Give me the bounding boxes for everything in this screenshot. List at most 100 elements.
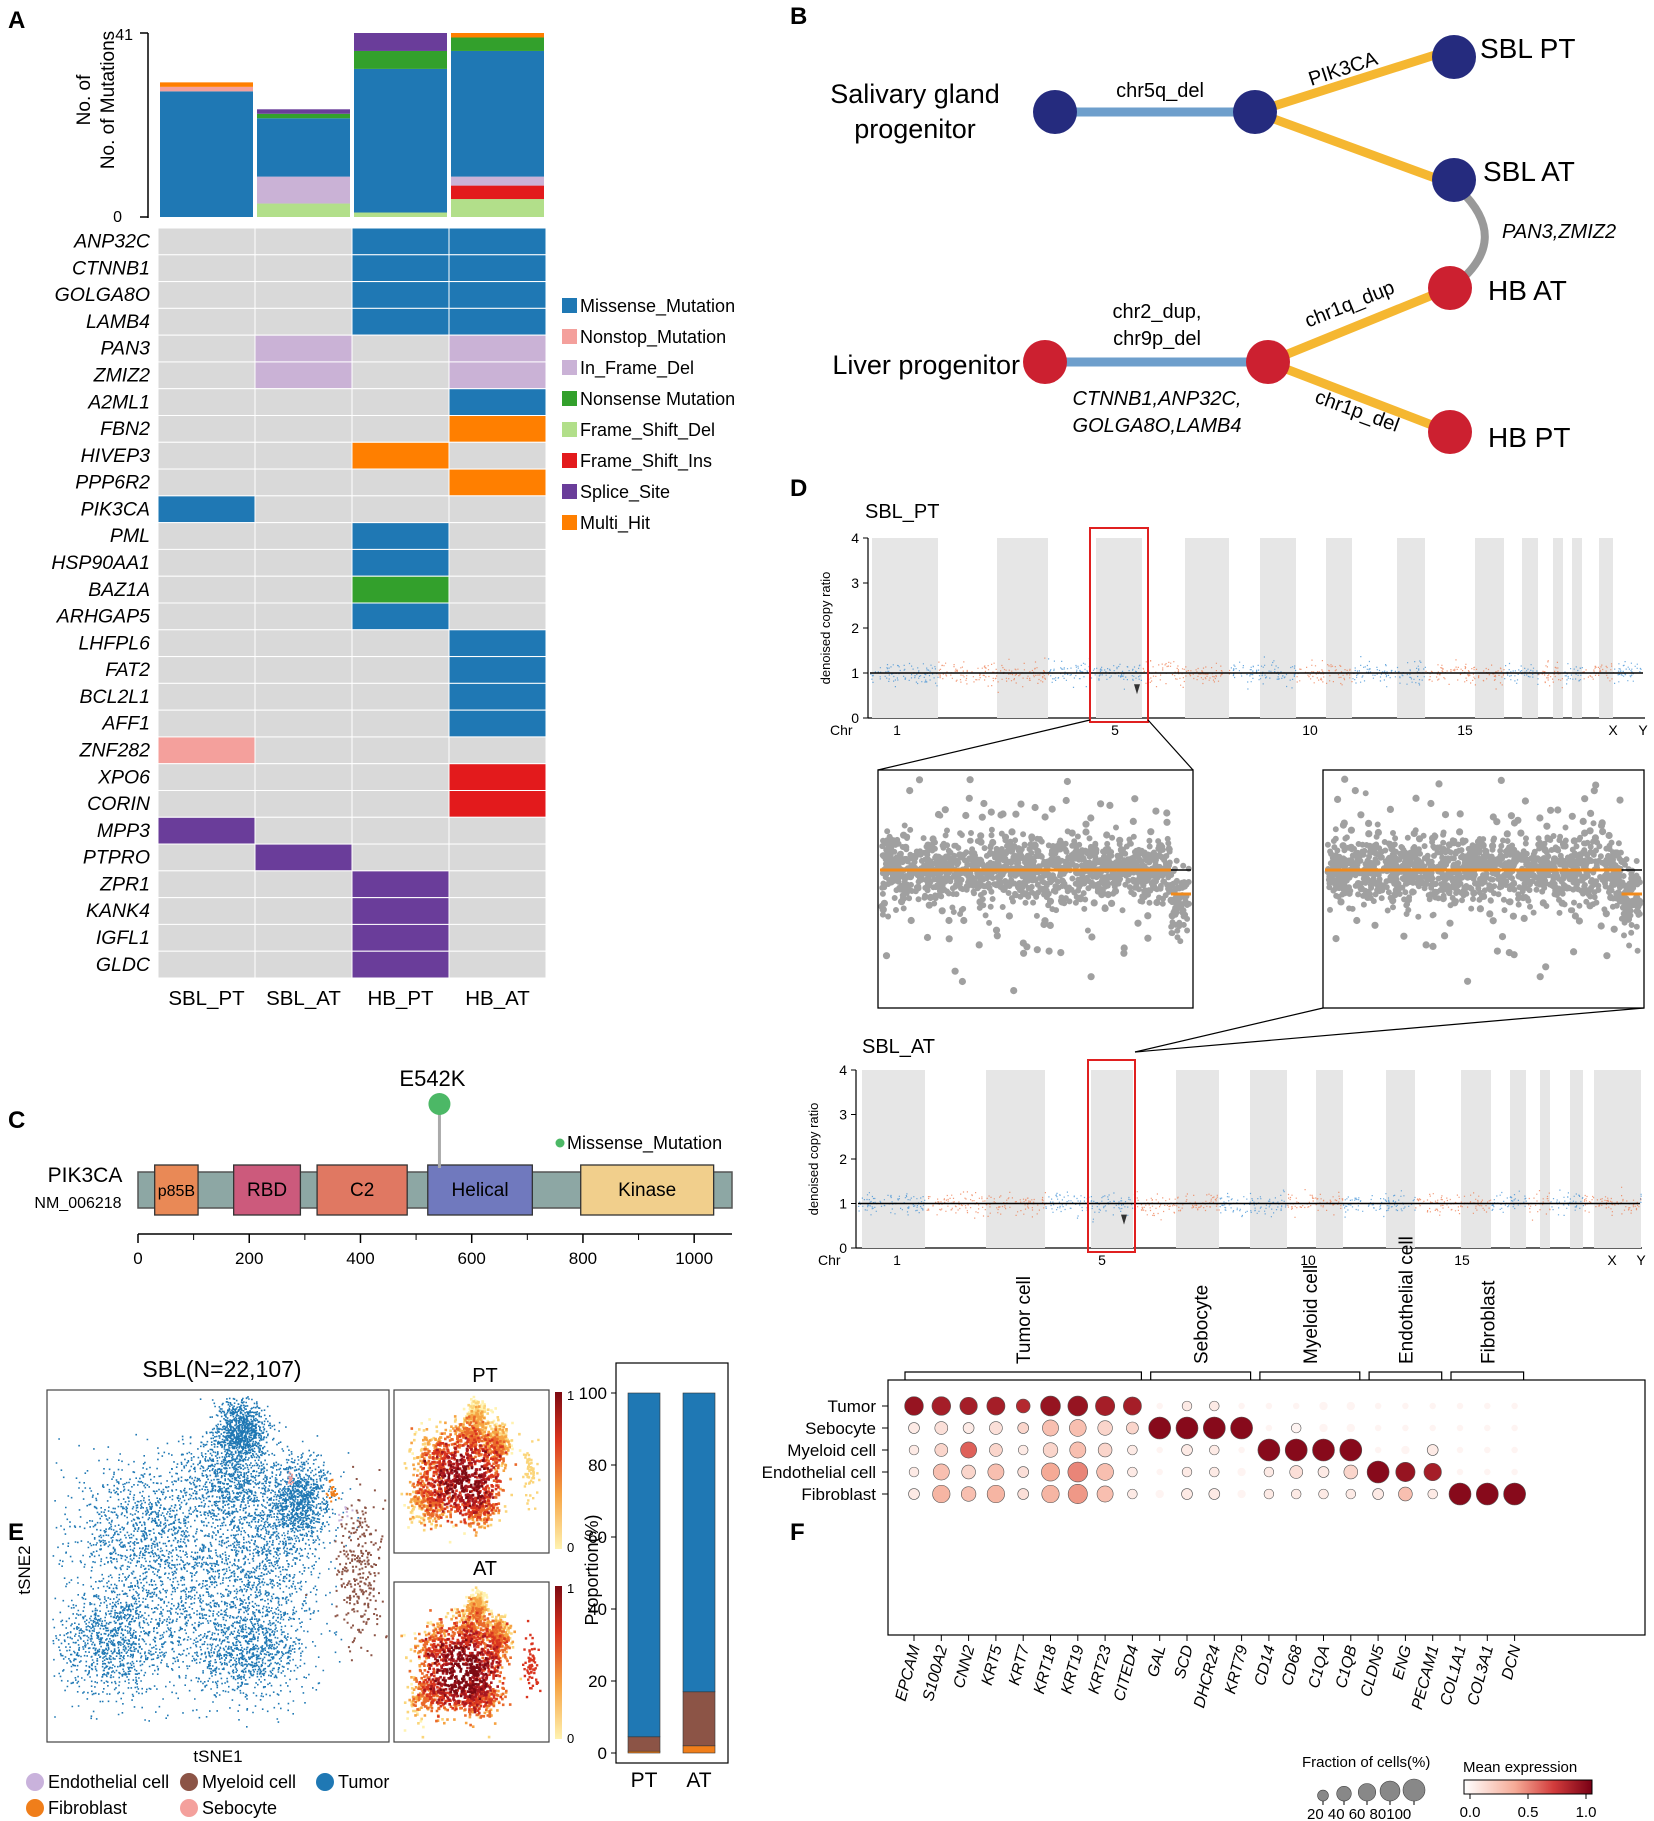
chr-shade [1185,538,1229,718]
chr-shade [1260,538,1296,718]
mutation-bar-segment [354,50,447,69]
oncoplot-cell [351,897,450,925]
oncoplot-cell [157,388,256,417]
tsne-legend-dot [180,1799,198,1817]
lollipop-tick-label: 600 [458,1249,486,1268]
oncoplot-cell [157,334,256,363]
gene-label: PTPRO [83,847,150,869]
oncoplot-cell [157,548,256,577]
gene-label: LHFPL6 [78,632,150,654]
oncoplot-grid [157,227,547,979]
dotplot-dot [1448,1482,1472,1506]
dotplot-gene-label: KRT7 [1006,1643,1033,1688]
domain-label: C2 [350,1180,374,1201]
oncoplot-cell [157,522,256,550]
tsne-legend-dot [180,1773,198,1791]
gene-label: ANP32C [73,231,151,253]
oncoplot-cell [448,736,547,765]
dotplot-dot [1374,1424,1382,1432]
cnv-points [1599,663,1615,682]
oncoplot-cell [351,361,450,390]
dotplot-group-label: Tumor cell [1014,1276,1035,1364]
gene-label: FAT2 [105,659,150,681]
dotplot-dot [1484,1468,1491,1476]
tsne-legend: Endothelial cell Myeloid cell Tumor Fibrobl… [26,1772,389,1818]
gene-label: ARHGAP5 [56,606,150,628]
dotplot-dot [1319,1423,1328,1433]
dotplot-dot [934,1421,949,1435]
dotplot-dot [961,1464,976,1480]
oncoplot-cell [254,950,353,979]
cnv-points [862,1192,926,1216]
dotplot-dot [1127,1466,1138,1478]
dotplot-dot [1257,1438,1281,1462]
dotplot-dot [1503,1482,1526,1506]
zoom-points [1324,775,1644,985]
node-liver-progenitor [1023,340,1067,384]
lollipop-point-e542k [428,1093,451,1115]
dotplot-group-bracket [904,1371,1142,1380]
panel-label-a: A [8,7,25,34]
dotplot-dot [1041,1484,1060,1504]
dotplot-dot [908,1444,920,1456]
dotplot-dot [1291,1422,1302,1434]
oncoplot-cell [448,656,547,684]
oncoplot-cell [448,495,547,524]
tsne-ylabel: tSNE2 [15,1545,34,1594]
dotplot-dot [960,1441,977,1459]
size-legend-dot [1336,1786,1352,1802]
dotplot-gene-label: CITED4 [1111,1644,1142,1703]
oncoplot-cell [448,790,547,818]
oncoplot-cell [351,709,450,738]
oncoplot-cell [448,763,547,792]
mutation-bar-segment [257,176,350,204]
dotplot-dot [1155,1489,1164,1499]
tsne-at-points [400,1586,542,1739]
density-points-side [522,1619,542,1699]
cnv-chr-tick: 5 [1098,1252,1106,1268]
oncoplot-cell [448,307,547,336]
lollipop-domains: p85B RBD C2 Helical Kinase [154,1164,715,1216]
dotplot-dot [1097,1442,1113,1458]
tsne-pt-cbar-min: 0 [567,1540,574,1555]
dotplot-dot [1067,1461,1089,1483]
zoom-connector [1147,719,1194,771]
dotplot-dot [1429,1402,1436,1410]
dotplot-dot [932,1463,950,1481]
oncoplot-cell [351,575,450,604]
oncoplot-cell [157,682,256,711]
dotplot-dot [1156,1402,1163,1410]
oncoplot-cell [448,281,547,309]
dotplot-dot [1291,1488,1302,1500]
oncoplot-cell [351,254,450,283]
oncoplot-cell [448,468,547,497]
dotplot-dot [908,1466,920,1478]
legend-swatch [562,515,577,530]
dotplot-dot [1237,1467,1246,1477]
chr-shade [1397,538,1425,718]
oncoplot-cell [254,281,353,309]
oncoplot-cell [254,575,353,604]
oncoplot-cell [351,843,450,872]
cnv-chr-tick: 10 [1300,1252,1316,1268]
cnv-zoom-insets [877,719,1645,1053]
dotplot-dot [1096,1463,1114,1481]
oncoplot-cell [157,656,256,684]
cnv-points [1526,1190,1541,1221]
oncoplot-cell [254,495,353,524]
dotplot-row-label: Endothelial cell [762,1463,876,1482]
edge-chr1p [1266,357,1452,437]
dotplot-dot [989,1443,1003,1457]
oncoplot-cell [254,415,353,443]
cnv-ytick-label: 3 [851,575,859,591]
dotplot-gene-label: ENG [1390,1644,1415,1682]
dotplot-legend: Fraction of cells(%) 20 40 60 80100 Mean e… [1302,1754,1596,1821]
oncoplot-cell [254,682,353,711]
cnv-ytick-label: 0 [839,1240,847,1256]
dotplot-dot [904,1396,924,1416]
dotplot-dot [1127,1444,1138,1456]
cnv-points [1553,661,1563,689]
